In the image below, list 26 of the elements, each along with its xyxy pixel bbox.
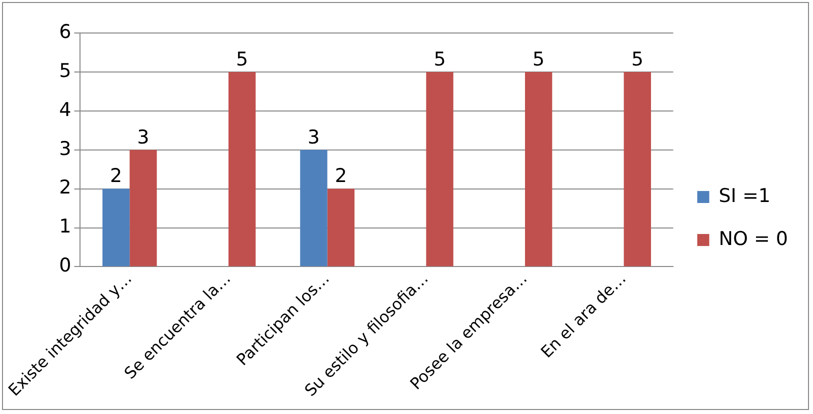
bar bbox=[426, 72, 454, 266]
y-tick-label: 4 bbox=[59, 98, 72, 121]
y-tick-label: 6 bbox=[59, 20, 72, 43]
y-tick-label: 5 bbox=[59, 60, 72, 82]
bar bbox=[130, 150, 157, 266]
data-label: 3 bbox=[137, 126, 150, 148]
y-tick-label: 3 bbox=[59, 138, 72, 160]
data-label: 5 bbox=[631, 48, 644, 70]
y-tick-label: 2 bbox=[59, 176, 72, 199]
data-label: 5 bbox=[434, 48, 446, 70]
data-label: 5 bbox=[236, 48, 248, 70]
bar bbox=[102, 188, 130, 266]
legend-label: SI =1 bbox=[718, 184, 770, 207]
x-tick-label: En el ara de… bbox=[536, 268, 630, 362]
bar bbox=[327, 188, 354, 266]
y-tick-label: 1 bbox=[59, 216, 72, 238]
bar bbox=[228, 72, 256, 266]
data-label: 5 bbox=[532, 48, 545, 70]
bar bbox=[624, 72, 652, 266]
y-tick-label: 0 bbox=[59, 254, 72, 277]
bar bbox=[300, 150, 328, 266]
data-label: 2 bbox=[110, 165, 122, 188]
data-label: 2 bbox=[334, 165, 347, 188]
legend-label: NO = 0 bbox=[718, 228, 788, 250]
data-label: 3 bbox=[308, 126, 320, 148]
bar bbox=[524, 72, 552, 266]
